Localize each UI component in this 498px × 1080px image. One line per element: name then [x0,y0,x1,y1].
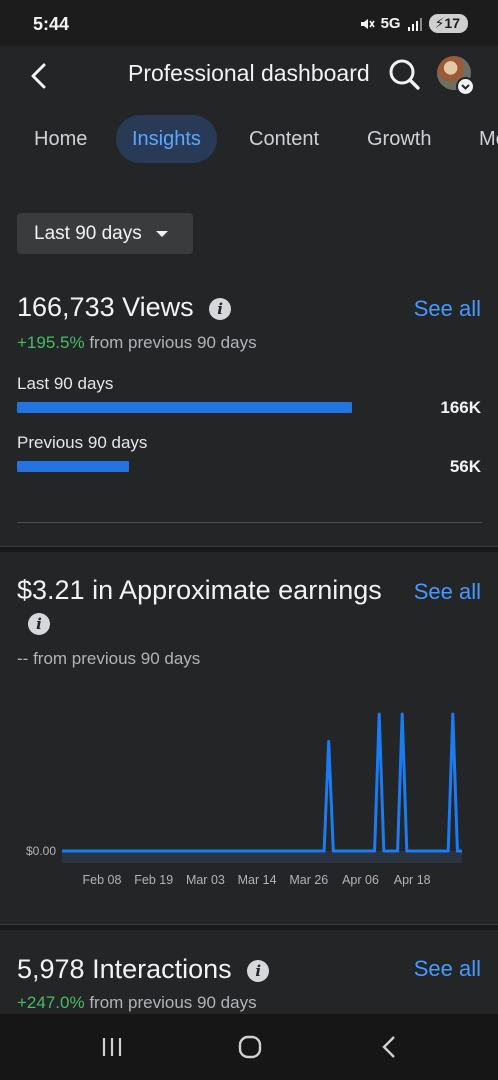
tab-growth[interactable]: Growth [367,128,432,150]
previous-period-value: 56K [449,457,481,476]
network-label: 5G [380,15,401,32]
tab-home[interactable]: Home [34,128,88,150]
x-tick-label: Mar 03 [186,873,225,887]
caret-down-icon [155,230,168,237]
date-range-dropdown[interactable]: Last 90 days [17,213,193,254]
section-divider [0,546,498,552]
home-icon[interactable] [230,1032,270,1062]
back-icon[interactable] [370,1032,410,1062]
x-tick-label: Apr 18 [394,873,431,887]
app-bar: Professional dashboard [0,46,498,108]
x-tick-label: Mar 26 [289,873,328,887]
current-period-value: 166K [440,398,481,417]
views-see-all-link[interactable]: See all [413,296,481,321]
y-tick-label: $0.00 [26,844,56,858]
x-tick-label: Feb 08 [83,873,122,887]
earnings-chart: $0.00 Feb 08 Feb 19 Mar 03 Mar 14 Mar 26 Apr … [26,712,462,887]
x-tick-label: Feb 19 [134,873,173,887]
info-icon[interactable]: i [209,297,232,320]
chevron-down-icon[interactable] [456,77,475,96]
section-divider [0,924,498,930]
status-time: 5:44 [33,14,70,34]
date-range-label: Last 90 days [34,222,142,244]
status-bar: 5:44 5G ⚡17 [0,0,498,46]
section-divider-line [17,522,482,523]
status-icons: 5G ⚡17 [359,14,468,33]
x-tick-label: Apr 06 [342,873,379,887]
tab-bar: Home Insights Content Growth Mo [0,108,498,170]
previous-period-label: Previous 90 days [17,433,148,452]
signal-icon [407,17,422,31]
back-arrow-icon[interactable] [22,58,58,94]
x-tick-label: Mar 14 [238,873,277,887]
page-title: Professional dashboard [128,60,370,86]
views-delta: +195.5% from previous 90 days [17,333,257,352]
mute-icon [360,18,375,29]
system-nav-bar [0,1014,498,1080]
interactions-title: 5,978 Interactions i [17,954,270,985]
earnings-series-line [62,712,462,853]
search-icon[interactable] [386,56,422,92]
tab-content[interactable]: Content [249,128,320,150]
battery-indicator: ⚡17 [428,14,468,33]
current-period-bar [17,402,352,413]
chart-baseline-band [62,851,462,863]
info-icon[interactable]: i [247,959,270,982]
info-icon[interactable]: i [28,613,50,635]
interactions-see-all-link[interactable]: See all [413,956,481,981]
tab-insights[interactable]: Insights [116,115,217,163]
earnings-see-all-link[interactable]: See all [413,579,481,604]
earnings-title: $3.21 in Approximate earnings [17,575,382,605]
current-period-label: Last 90 days [17,374,114,393]
tab-more[interactable]: Mo [479,128,498,150]
views-title: 166,733 Views i [17,292,232,323]
interactions-delta: +247.0% from previous 90 days [17,993,257,1012]
recent-apps-icon[interactable] [92,1032,132,1062]
previous-period-bar [17,461,129,472]
earnings-delta: -- from previous 90 days [17,649,201,668]
